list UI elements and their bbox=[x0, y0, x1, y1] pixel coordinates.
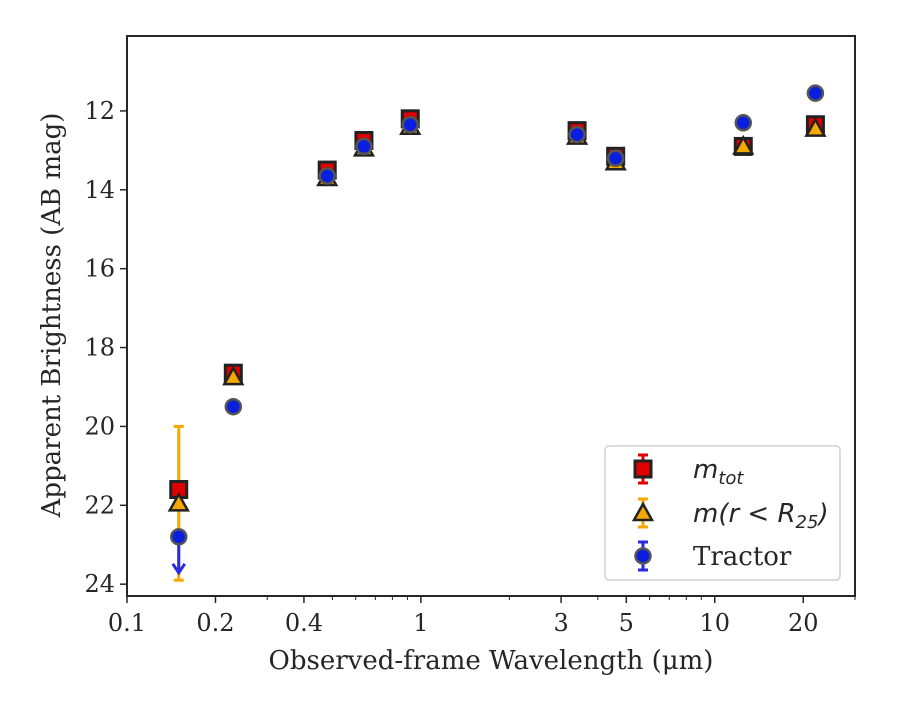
y-tick-label: 22 bbox=[84, 491, 115, 519]
plot-frame bbox=[126, 35, 856, 597]
tractor-marker bbox=[224, 397, 243, 416]
legend-box bbox=[604, 445, 841, 581]
tractor-marker bbox=[734, 114, 753, 132]
data-markers bbox=[167, 84, 827, 546]
tractor-marker bbox=[355, 137, 373, 156]
y-tick-label: 14 bbox=[84, 176, 115, 204]
tractor-marker bbox=[806, 84, 825, 102]
plot-border bbox=[126, 35, 856, 597]
legend-tractor-marker bbox=[634, 547, 652, 565]
tractor-marker bbox=[401, 115, 419, 134]
y-tick-label: 24 bbox=[84, 570, 115, 598]
y-tick-label: 16 bbox=[84, 255, 115, 283]
legend: mtot m(r < R25) Tractor bbox=[604, 445, 841, 581]
x-axis-label: Observed-frame Wavelength (μm) bbox=[269, 646, 714, 676]
x-tick-label: 0.4 bbox=[285, 609, 323, 637]
x-tick-label: 0.2 bbox=[196, 609, 234, 637]
y-tick-label: 12 bbox=[84, 97, 115, 125]
x-tick-label: 10 bbox=[700, 609, 731, 637]
x-tick-label: 1 bbox=[413, 609, 428, 637]
y-tick-label: 18 bbox=[84, 334, 115, 362]
tractor-marker bbox=[606, 149, 625, 168]
x-tick-label: 0.1 bbox=[108, 609, 146, 637]
legend-label: mtot bbox=[693, 455, 744, 489]
r25-marker bbox=[222, 365, 245, 386]
x-axis-ticks: 0.1 0.2 0.4 1 3 5 10 20 bbox=[108, 596, 856, 637]
tractor-marker bbox=[318, 167, 336, 185]
tractor-marker bbox=[568, 125, 586, 144]
legend-label: Tractor bbox=[693, 542, 792, 572]
legend-label: m(r < R25) bbox=[693, 499, 829, 533]
legend-r25-marker bbox=[631, 501, 655, 522]
x-tick-label: 5 bbox=[619, 609, 634, 637]
y-axis-label: Apparent Brightness (AB mag) bbox=[37, 113, 67, 519]
r25-marker bbox=[732, 134, 755, 155]
tractor-upper-limit-arrow bbox=[171, 563, 186, 576]
x-tick-label: 3 bbox=[553, 609, 568, 637]
tractor-marker bbox=[170, 528, 188, 546]
r25-marker bbox=[804, 117, 827, 137]
y-axis-ticks: 12 14 16 18 20 22 24 bbox=[84, 97, 127, 598]
y-tick-label: 20 bbox=[84, 412, 115, 440]
x-tick-label: 20 bbox=[788, 609, 819, 637]
legend-mtot-marker bbox=[633, 459, 653, 479]
r25-marker bbox=[167, 491, 190, 512]
